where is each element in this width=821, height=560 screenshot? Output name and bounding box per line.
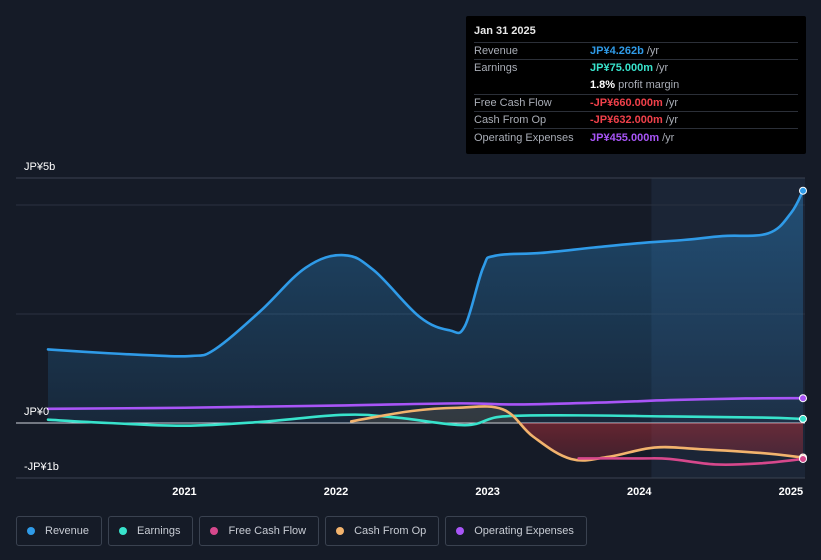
earnings-end-marker [799, 414, 807, 423]
cash-from-op-positive-area [351, 406, 803, 423]
x-tick-label: 2025 [779, 486, 803, 498]
operating-expenses-line [46, 396, 805, 411]
cash-from-op-negative-area [351, 423, 803, 461]
legend-dot-icon [119, 527, 128, 535]
tooltip-row-value: -JP¥632.000m [590, 114, 663, 127]
free-cash-flow-end-marker [799, 454, 807, 463]
revenue-line [46, 189, 805, 358]
tooltip-row: Earnings JP¥75.000m/yr [474, 59, 798, 76]
series-end-markers [799, 186, 807, 463]
legend-dot-icon [456, 527, 465, 535]
x-tick-label: 2023 [475, 486, 499, 498]
x-axis-labels: 2021 2022 2023 2024 2025 [172, 486, 803, 498]
tooltip-row-label: Operating Expenses [474, 131, 574, 144]
tooltip-rows: Revenue JP¥4.262b/yr Earnings JP¥75.000m/yr… [474, 42, 798, 146]
legend: Revenue Earnings Free Cash Flow Cash From O… [16, 516, 587, 546]
series-lines [46, 189, 805, 467]
legend-item-operating-expenses[interactable]: Operating Expenses [445, 516, 587, 546]
tooltip-row-value: JP¥75.000m [590, 62, 653, 75]
free-cash-flow-line [577, 457, 805, 467]
legend-item-revenue[interactable]: Revenue [16, 516, 103, 546]
tooltip-row-label: Revenue [474, 45, 519, 58]
tooltip-row: 1.8% profit margin [474, 77, 798, 94]
y-axis-labels: JP¥5b JP¥0 -JP¥1b [24, 161, 59, 473]
tooltip-row-label: Earnings [474, 62, 518, 75]
tooltip-row-unit: /yr [656, 62, 669, 75]
x-tick-label: 2024 [627, 486, 652, 498]
tooltip-row-value: JP¥455.000m [590, 131, 660, 144]
tooltip-row-unit: /yr [662, 131, 675, 144]
tooltip-row-label: Cash From Op [474, 114, 547, 127]
legend-item-label: Operating Expenses [474, 525, 574, 537]
legend-dot-icon [210, 527, 219, 535]
tooltip-row: Cash From Op -JP¥632.000m/yr [474, 111, 798, 128]
series-areas [48, 190, 803, 461]
revenue-end-marker [799, 186, 807, 195]
tooltip-row: Revenue JP¥4.262b/yr [474, 42, 798, 59]
legend-item-label: Free Cash Flow [228, 525, 307, 537]
legend-item-label: Revenue [45, 525, 90, 537]
legend-item-free-cash-flow[interactable]: Free Cash Flow [199, 516, 320, 546]
tooltip-row-unit: /yr [646, 45, 660, 58]
y-tick-label: JP¥0 [24, 406, 49, 418]
y-tick-label: JP¥5b [24, 161, 55, 173]
y-tick-label: -JP¥1b [24, 461, 59, 473]
tooltip-row-value: JP¥4.262b [590, 45, 644, 58]
legend-item-earnings[interactable]: Earnings [108, 516, 194, 546]
legend-item-cash-from-op[interactable]: Cash From Op [325, 516, 440, 546]
tooltip-date: Jan 31 2025 [474, 25, 536, 37]
legend-item-label: Cash From Op [354, 525, 427, 537]
cash-from-op-line [349, 405, 805, 462]
tooltip-row: Free Cash Flow -JP¥660.000m/yr [474, 93, 798, 111]
operating-expenses-end-marker [799, 394, 807, 403]
x-tick-label: 2022 [324, 486, 348, 498]
earnings-line [46, 413, 805, 428]
tooltip-row-label: Free Cash Flow [474, 97, 552, 110]
tooltip-row-unit: profit margin [618, 79, 680, 92]
tooltip-row-unit: /yr [665, 114, 679, 127]
legend-item-label: Earnings [137, 525, 181, 537]
revenue-area [48, 190, 803, 423]
legend-dot-icon [336, 527, 345, 535]
tooltip-row-unit: /yr [665, 97, 679, 110]
legend-dot-icon [27, 527, 35, 535]
tooltip-row-value: -JP¥660.000m [590, 97, 663, 110]
tooltip-row: Operating Expenses JP¥455.000m/yr [474, 128, 798, 145]
tooltip-row-value: 1.8% [590, 79, 616, 92]
x-tick-label: 2021 [172, 486, 196, 498]
tooltip-panel: Jan 31 2025 Revenue JP¥4.262b/yr Earnings J… [466, 16, 806, 154]
